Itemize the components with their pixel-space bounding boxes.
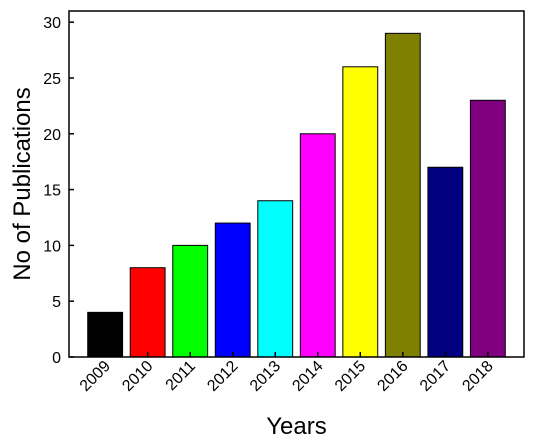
bar-2012 [214,222,251,358]
y-axis-title: No of Publications [9,87,36,280]
plot-frame [68,10,525,358]
x-tick-label: 2009 [77,358,114,395]
bar-2011 [172,244,209,358]
x-axis-title: Years [266,413,327,440]
y-tick-label: 15 [43,183,61,200]
bar-2016 [384,32,421,358]
x-tick-label: 2012 [204,358,241,395]
y-tick-label: 20 [43,127,61,144]
y-tick-label: 0 [52,350,61,367]
bars-group [87,32,506,358]
x-tick-label: 2014 [289,358,326,395]
bar-2010 [129,267,166,358]
x-axis-ticks: 2009 2010 2011 2012 2013 2014 2015 2016 2017 2018 [77,352,497,395]
bar-2009 [87,311,124,358]
x-tick-label: 2013 [247,358,284,395]
y-tick-label: 25 [43,71,61,88]
x-tick-label: 2015 [332,358,369,395]
bar-2013 [257,200,294,358]
y-axis-ticks: 0 5 10 15 20 25 30 [43,15,74,367]
bar-2014 [299,133,336,358]
x-tick-label: 2018 [459,358,496,395]
x-tick-label: 2010 [119,358,156,395]
y-tick-label: 10 [43,238,61,255]
x-tick-label: 2011 [163,358,199,394]
bar-2017 [427,166,464,358]
bar-2015 [342,66,379,358]
x-tick-label: 2017 [417,358,454,395]
x-tick-label: 2016 [374,358,411,395]
y-tick-label: 30 [43,15,61,32]
y-tick-label: 5 [52,294,61,311]
bar-2018 [469,99,506,358]
